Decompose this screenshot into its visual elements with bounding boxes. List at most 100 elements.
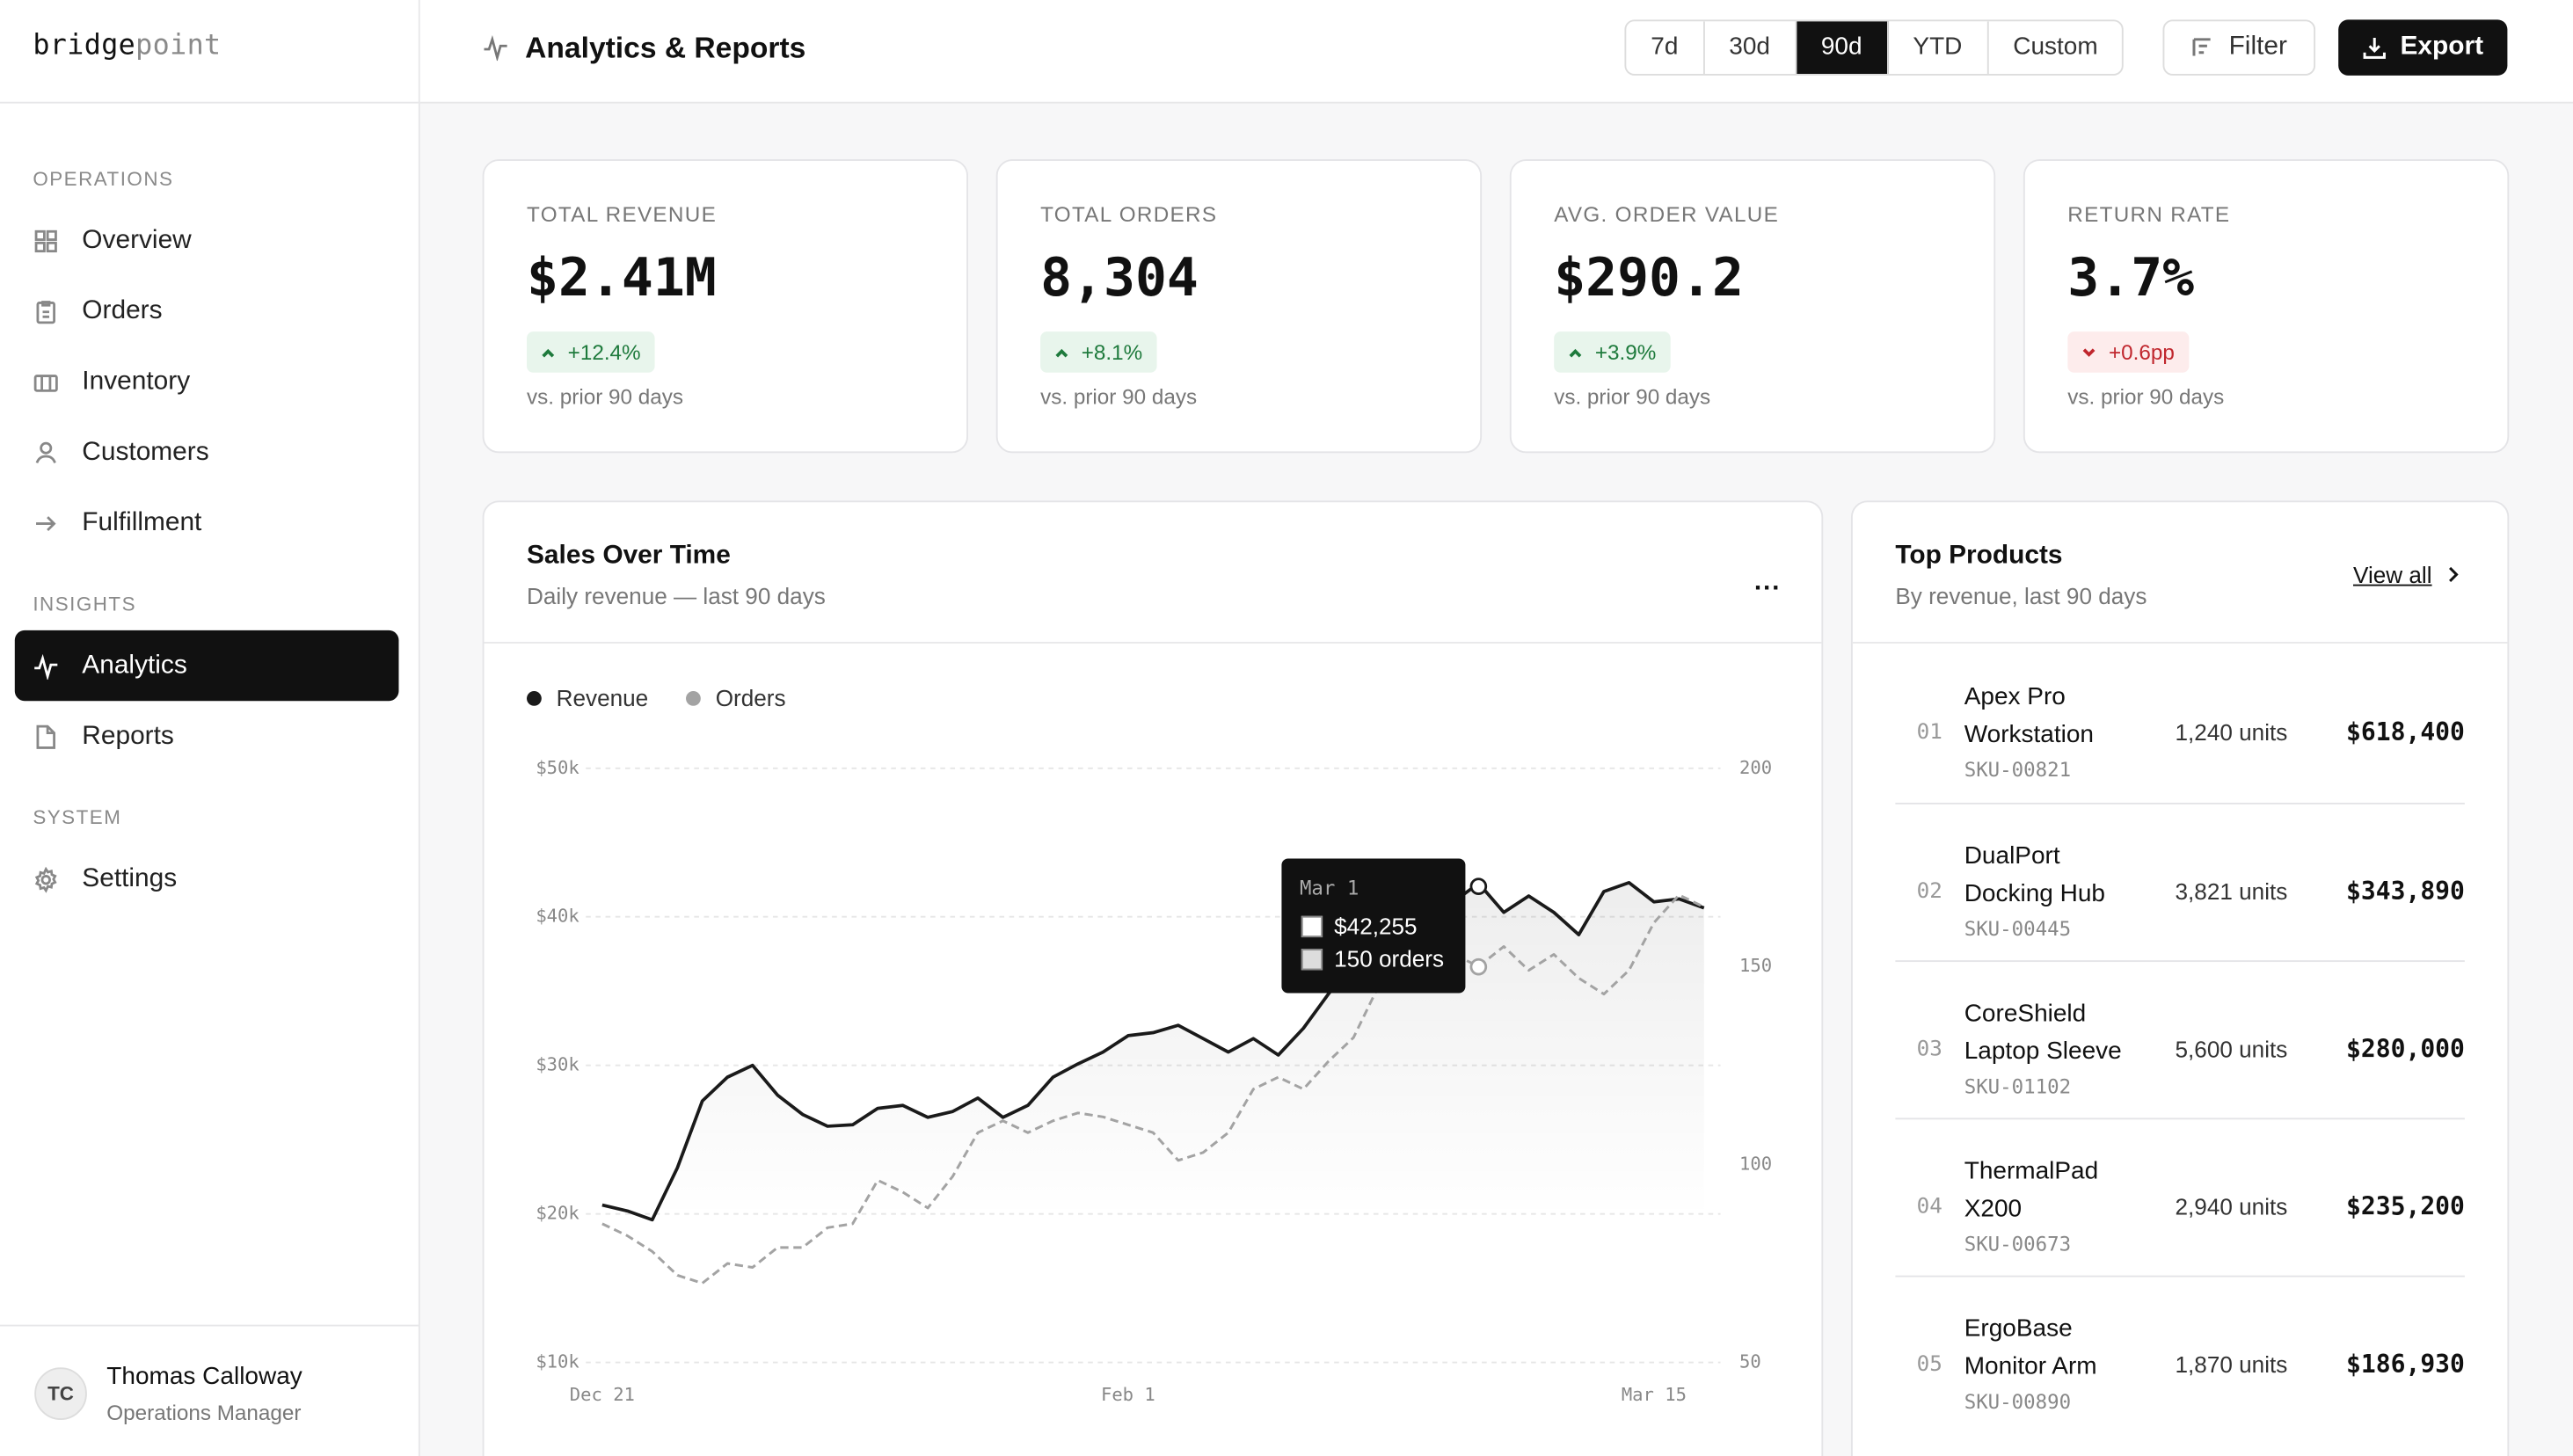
chart-card: Sales Over Time Daily revenue — last 90 … [482, 500, 1824, 1456]
y-tick-label: $50k [536, 757, 579, 778]
nav-icon [35, 440, 56, 463]
y-tick-label: $40k [536, 906, 579, 927]
nav-icon [36, 515, 56, 531]
user-name: Thomas Calloway [106, 1362, 302, 1391]
brand-bold: bridge [33, 29, 136, 62]
filter-label: Filter [2228, 33, 2287, 62]
kpi-label: TOTAL ORDERS [1040, 201, 1218, 227]
range-option[interactable]: 30d [1704, 21, 1797, 75]
kpi-change-text: +3.9% [1594, 339, 1657, 365]
product-revenue: $186,930 [2346, 1349, 2465, 1380]
tooltip-line: $42,255 [1301, 913, 1418, 939]
nav-item[interactable]: Reports [15, 701, 399, 771]
kpi-value: 3.7% [2067, 246, 2195, 309]
nav-item[interactable]: Customers [15, 417, 399, 487]
product-row[interactable]: 04 ThermalPad X200 SKU-00673 2,940 units $23… [1895, 1117, 2465, 1277]
tooltip-title: Mar 1 [1299, 876, 1359, 900]
hover-dot [1469, 957, 1488, 976]
product-rank: 01 [1916, 720, 1943, 746]
kpi-label: AVG. ORDER VALUE [1554, 201, 1780, 227]
kpi-change: +12.4% [527, 331, 656, 373]
chart-menu[interactable]: ... [1753, 567, 1782, 596]
product-rank: 03 [1916, 1037, 1943, 1062]
product-revenue: $618,400 [2346, 717, 2465, 747]
range-option[interactable]: Custom [2013, 33, 2098, 62]
nav-item[interactable]: Fulfillment [15, 487, 399, 557]
product-sku: SKU-00445 [1964, 917, 2072, 941]
product-rank: 02 [1916, 879, 1943, 905]
avatar: TC [34, 1367, 87, 1420]
nav-item[interactable]: Overview [15, 205, 399, 275]
kpi-value: $2.41M [527, 246, 717, 309]
filter-button[interactable]: Filter [2162, 19, 2316, 76]
trend-icon [542, 347, 555, 357]
divider [484, 641, 1822, 644]
area [601, 882, 1704, 1363]
swatch [1301, 948, 1323, 970]
export-button[interactable]: Export [2338, 19, 2508, 76]
product-revenue: $280,000 [2346, 1034, 2465, 1064]
kpi-change-text: +0.6pp [2108, 339, 2175, 365]
page-title: Analytics & Reports [525, 31, 806, 64]
y2-tick-label: 50 [1739, 1351, 1761, 1372]
y-tick-label: $10k [536, 1351, 579, 1372]
nav-label: Settings [82, 863, 178, 892]
tooltip: Mar 1 $42,255 150 orders [1281, 858, 1466, 994]
kpi-card: AVG. ORDER VALUE $290.2 +3.9% vs. prior 90 … [1509, 159, 1996, 454]
product-revenue: $235,200 [2346, 1191, 2465, 1222]
legend: Revenue Orders [527, 685, 823, 710]
legend-swatch [527, 690, 542, 705]
product-row[interactable]: 03 CoreShield Laptop Sleeve SKU-01102 5,600… [1895, 960, 2465, 1119]
nav-item[interactable]: Inventory [15, 346, 399, 417]
nav: OPERATIONS Overview Orders Inventory Custome… [0, 166, 419, 948]
kpi-card: TOTAL ORDERS 8,304 +8.1% vs. prior 90 days [995, 159, 1483, 454]
brand[interactable]: bridgepoint [33, 30, 221, 62]
legend-item[interactable]: Revenue [527, 685, 648, 710]
products-title: Top Products [1895, 542, 2063, 570]
nav-label: Inventory [82, 367, 191, 396]
y-tick-label: $30k [536, 1054, 579, 1075]
range-option[interactable]: 90d [1796, 21, 1889, 75]
tooltip-line: 150 orders [1301, 945, 1444, 972]
nav-label: Analytics [82, 651, 187, 680]
kpi-value: $290.2 [1554, 246, 1744, 309]
nav-label: Fulfillment [82, 507, 202, 536]
kpi-note: vs. prior 90 days [1554, 383, 1711, 409]
nav-section: INSIGHTS Analytics Reports [0, 591, 419, 771]
range-option[interactable]: 7d [1626, 21, 1705, 75]
product-revenue: $343,890 [2346, 876, 2465, 906]
nav-item[interactable]: Analytics [14, 630, 399, 702]
product-units: 1,870 units [2175, 1350, 2288, 1378]
chart-subtitle: Daily revenue — last 90 days [527, 582, 826, 609]
nav-item[interactable]: Orders [15, 276, 399, 346]
chart: $10k $20k $30k $40k $50k 50 100 150 200 Dec 21 Feb… [536, 757, 1772, 1405]
trend-icon [1569, 347, 1582, 357]
page-icon [484, 34, 507, 62]
product-row[interactable]: 01 Apex Pro Workstation SKU-00821 1,240 uni… [1895, 645, 2465, 803]
legend-item[interactable]: Orders [686, 685, 786, 710]
tooltip-text: 150 orders [1334, 945, 1445, 972]
nav-item[interactable]: Settings [15, 844, 399, 914]
product-units: 1,240 units [2175, 718, 2288, 746]
legend-swatch [686, 690, 701, 705]
kpi-change: +3.9% [1554, 331, 1672, 373]
y2-tick-label: 150 [1739, 955, 1772, 976]
nav-label: Overview [82, 225, 192, 254]
product-units: 5,600 units [2175, 1036, 2288, 1062]
range-option[interactable]: YTD [1888, 21, 1989, 75]
kpi-label: RETURN RATE [2067, 201, 2231, 227]
kpi-note: vs. prior 90 days [527, 383, 683, 409]
kpi-card: TOTAL REVENUE $2.41M +12.4% vs. prior 90 da… [482, 159, 968, 454]
section-label: OPERATIONS [33, 167, 174, 191]
view-all-link[interactable]: View all [2353, 562, 2461, 587]
product-row[interactable]: 02 DualPort Docking Hub SKU-00445 3,821 uni… [1895, 802, 2465, 962]
nav-icon [36, 724, 55, 748]
product-sku: SKU-00673 [1964, 1233, 2072, 1256]
product-name: CoreShield Laptop Sleeve [1964, 1000, 2122, 1066]
section-label: SYSTEM [33, 805, 122, 829]
product-name: Apex Pro Workstation [1964, 682, 2094, 749]
nav-section: OPERATIONS Overview Orders Inventory Custome… [0, 166, 419, 558]
product-row[interactable]: 05 ErgoBase Monitor Arm SKU-00890 1,870 uni… [1895, 1275, 2465, 1435]
user-panel[interactable]: TC Thomas Calloway Operations Manager [0, 1324, 419, 1456]
